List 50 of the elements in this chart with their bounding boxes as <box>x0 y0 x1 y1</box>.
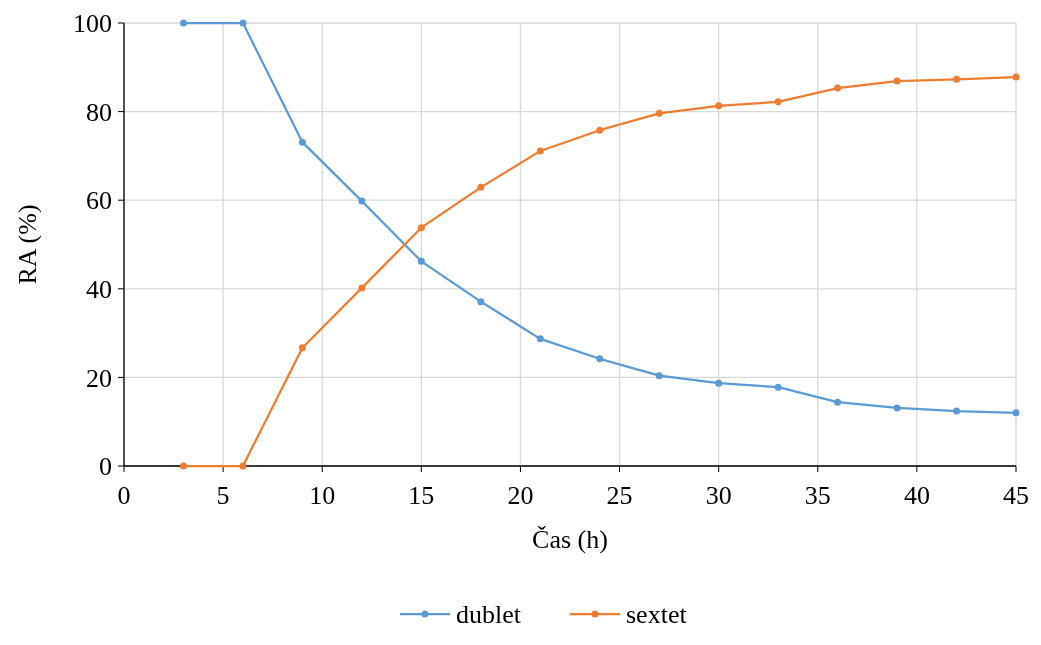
y-tick-label: 20 <box>86 363 112 393</box>
point <box>655 109 663 117</box>
point <box>596 355 604 363</box>
point <box>715 102 723 110</box>
x-tick-label: 5 <box>216 481 230 510</box>
point <box>953 75 961 83</box>
point <box>1012 409 1020 417</box>
point <box>655 372 663 380</box>
point <box>358 197 366 205</box>
point <box>715 379 723 387</box>
point <box>596 126 604 134</box>
point <box>417 224 425 232</box>
point <box>239 19 247 27</box>
y-tick-label: 40 <box>86 274 112 304</box>
point <box>1012 73 1020 81</box>
point <box>536 147 544 155</box>
x-axis-title: Čas (h) <box>532 525 608 554</box>
x-tick-label: 20 <box>507 481 534 510</box>
x-tick-label: 35 <box>804 481 831 510</box>
point <box>179 19 187 27</box>
point <box>358 284 366 292</box>
legend-label: dublet <box>456 600 522 630</box>
y-axis-title: RA (%) <box>13 204 42 285</box>
point <box>893 404 901 412</box>
x-tick-label: 0 <box>117 481 131 510</box>
y-tick-label: 0 <box>99 452 112 482</box>
x-tick-label: 45 <box>1003 481 1029 510</box>
legend-label: sextet <box>626 600 688 630</box>
x-tick-label: 30 <box>705 481 732 510</box>
point <box>893 77 901 85</box>
point <box>179 462 187 470</box>
point <box>834 398 842 406</box>
point <box>477 183 485 191</box>
point <box>417 257 425 265</box>
point <box>239 462 247 470</box>
y-tick-label: 60 <box>86 186 112 216</box>
point <box>536 335 544 343</box>
point <box>298 344 306 352</box>
point <box>774 98 782 106</box>
y-tick-label: 100 <box>73 9 112 39</box>
x-tick-label: 25 <box>606 481 633 510</box>
point <box>953 407 961 415</box>
x-tick-label: 10 <box>309 481 336 510</box>
point <box>834 84 842 92</box>
y-tick-label: 80 <box>86 97 112 127</box>
point <box>477 298 485 306</box>
x-tick-label: 40 <box>903 481 930 510</box>
point <box>298 138 306 146</box>
point <box>774 383 782 391</box>
x-tick-label: 15 <box>408 481 435 510</box>
